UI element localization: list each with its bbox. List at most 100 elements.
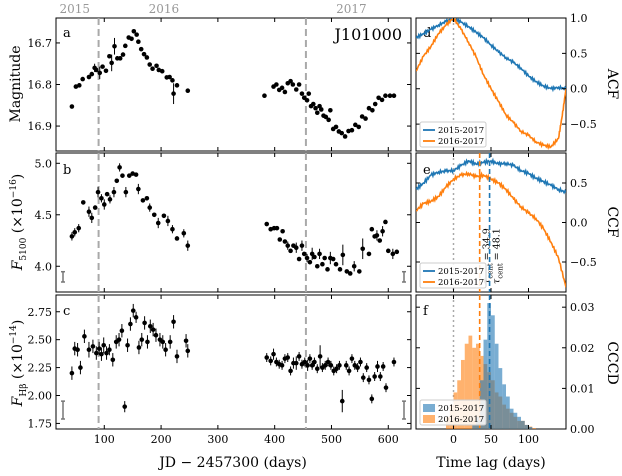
data-point-c (349, 356, 355, 361)
panel-f-letter: f (423, 304, 429, 319)
data-point-a (262, 93, 267, 99)
data-point-a (349, 127, 355, 133)
data-point-a (76, 83, 82, 88)
data-point-c (314, 366, 320, 372)
data-point-c (99, 351, 104, 357)
legend-box-d (419, 121, 487, 148)
ytick-label-f: 0.02 (570, 342, 595, 355)
data-point-b (347, 271, 353, 276)
data-point-c (317, 354, 323, 359)
data-point-b (317, 251, 322, 257)
data-point-b (322, 255, 327, 261)
data-point-b (296, 256, 302, 262)
data-point-a (318, 107, 324, 112)
data-point-b (136, 186, 141, 192)
data-point-c (94, 350, 99, 356)
data-point-b (123, 189, 129, 195)
data-point-c (75, 347, 80, 353)
data-point-b (155, 220, 161, 226)
data-point-b (394, 249, 400, 255)
data-point-c (153, 332, 159, 338)
xtick-label-c: 100 (94, 433, 115, 446)
data-point-c (346, 368, 352, 374)
data-point-a (370, 107, 375, 113)
ytick-label-f: 0.03 (570, 301, 595, 314)
panel-a: a J101000 Magnitude (8, 17, 412, 152)
panel-c-xlabel: JD − 2457300 (days) (157, 455, 307, 471)
histogram-bar-1 (494, 343, 499, 429)
data-point-c (380, 364, 386, 369)
legend-label-e-0: 2015-2017 (438, 267, 484, 277)
data-point-a (170, 78, 175, 83)
data-point-c (343, 363, 349, 368)
data-point-b (114, 178, 120, 184)
data-point-a (372, 101, 378, 107)
data-point-a (299, 91, 305, 96)
data-point-b (99, 196, 104, 201)
data-point-c (82, 334, 87, 339)
data-point-b (377, 238, 383, 243)
ytick-label-b: 5.0 (35, 157, 53, 170)
data-point-a (117, 56, 123, 61)
data-point-a (80, 76, 85, 82)
data-point-c (110, 357, 116, 363)
panel-c-ylabel: FHβ (×10−14) (9, 320, 29, 408)
panel-b: b F5100 (×10−16) (9, 152, 412, 293)
panel-c-frame (55, 294, 412, 430)
data-point-a (154, 63, 159, 69)
data-point-b (380, 228, 385, 234)
histogram-bar-0 (472, 347, 476, 429)
data-point-c (128, 321, 133, 327)
tau-label-main-0: τ (482, 278, 493, 284)
series-line-d-0 (416, 18, 566, 93)
data-point-a (159, 68, 165, 74)
data-point-a (94, 67, 99, 73)
data-point-b (351, 263, 357, 269)
series-line-e-0 (416, 157, 566, 195)
ytick-label-c: 2.75 (28, 306, 53, 319)
xtick-label-c: 200 (151, 433, 172, 446)
data-point-b (101, 202, 107, 207)
year-label-2016: 2016 (149, 2, 180, 16)
data-point-a (363, 116, 368, 121)
histogram-bar-1 (513, 412, 518, 429)
xtick-label-f: 50 (484, 433, 498, 446)
xtick-label-c: 400 (264, 433, 285, 446)
data-point-a (339, 130, 345, 136)
panel-f-ylabel: CCCD (604, 341, 620, 384)
data-point-b (126, 173, 132, 178)
data-point-b (80, 200, 86, 205)
data-point-b (312, 254, 317, 260)
year-label-2017: 2017 (336, 2, 367, 16)
data-point-b (185, 243, 191, 248)
legend-swatch-f-0 (423, 404, 435, 412)
data-point-a (296, 82, 302, 87)
data-point-b (144, 196, 150, 201)
ytick-label-b: 4.5 (35, 209, 53, 222)
data-point-b (390, 251, 396, 257)
data-point-a (112, 43, 117, 49)
data-point-a (304, 97, 310, 103)
xtick-label-c: 600 (378, 433, 399, 446)
data-point-a (314, 110, 320, 116)
data-point-a (328, 107, 333, 113)
ytick-label-a: 16.8 (28, 79, 53, 92)
data-point-a (311, 101, 316, 107)
data-point-a (383, 93, 388, 99)
data-point-c (296, 354, 302, 359)
data-point-c (142, 320, 147, 326)
data-point-a (356, 124, 362, 130)
data-point-a (313, 105, 318, 111)
data-point-c (160, 339, 166, 345)
data-point-b (274, 225, 280, 231)
data-point-c (96, 346, 102, 351)
data-point-b (140, 198, 146, 203)
data-point-a (342, 134, 348, 139)
xtick-label-f: 0 (450, 433, 457, 446)
ytick-label-c: 2.25 (28, 362, 53, 375)
data-point-c (183, 338, 189, 344)
data-point-c (78, 365, 83, 370)
data-point-c (328, 363, 334, 368)
data-point-c (358, 359, 363, 365)
object-name: J101000 (333, 25, 403, 44)
